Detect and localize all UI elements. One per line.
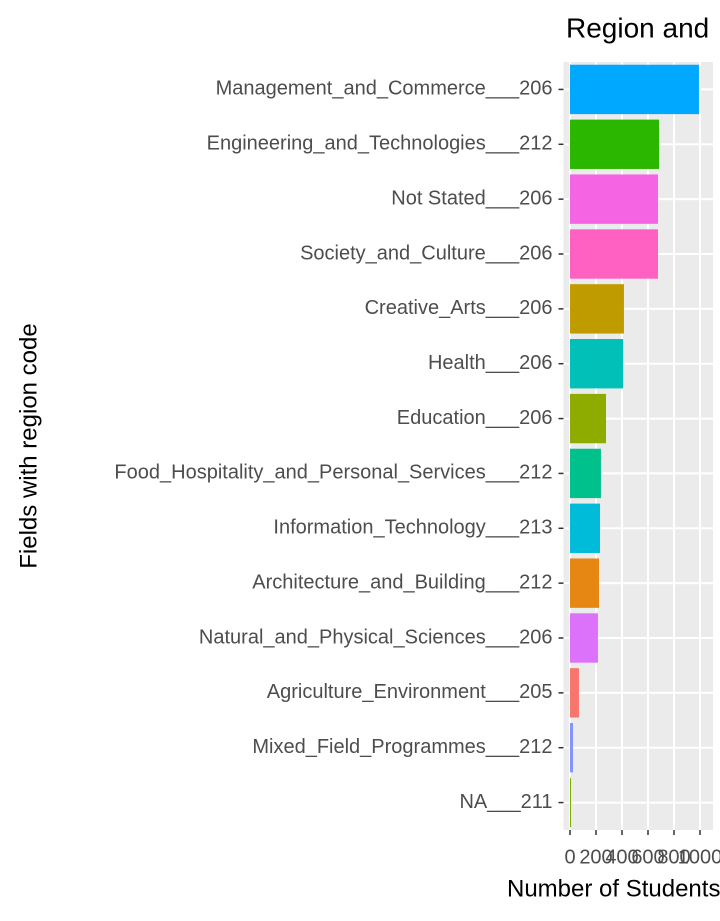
bar — [570, 668, 579, 718]
bar — [570, 448, 601, 499]
bar — [570, 284, 624, 334]
bar — [570, 723, 573, 773]
y-tick-label: Education___206 — [397, 407, 553, 429]
x-tick-label: 800 — [657, 846, 690, 868]
x-tick-label: 600 — [631, 846, 664, 868]
y-tick-label: Creative_Arts___206 — [365, 297, 553, 319]
bar — [570, 777, 572, 828]
x-tick-label: 200 — [579, 846, 612, 868]
bar — [570, 558, 599, 608]
y-tick-label: Food_Hospitality_and_Personal_Services__… — [114, 462, 552, 484]
y-tick-label: Natural_and_Physical_Sciences___206 — [199, 626, 553, 648]
y-tick-label: NA___211 — [459, 791, 552, 813]
bar — [570, 339, 624, 389]
y-tick-label: Engineering_and_Technologies___212 — [207, 133, 553, 155]
y-tick-label: Society_and_Culture___206 — [300, 242, 552, 264]
y-tick-label: Agriculture_Environment___205 — [267, 681, 553, 703]
x-axis-title: Number of Students — [507, 875, 720, 902]
chart-title: Region and — [566, 12, 709, 43]
bar — [570, 613, 598, 663]
bar — [570, 119, 660, 169]
y-tick-label: Not Stated___206 — [391, 187, 552, 209]
y-tick-label: Health___206 — [428, 352, 553, 374]
y-tick-label: Management_and_Commerce___206 — [216, 78, 553, 100]
x-tick-label: 400 — [605, 846, 638, 868]
bar — [570, 64, 699, 115]
bar — [570, 393, 607, 444]
bar — [570, 174, 659, 224]
y-tick-label: Architecture_and_Building___212 — [252, 571, 552, 593]
y-axis-title: Fields with region code — [15, 323, 42, 568]
bar — [570, 229, 659, 279]
bar — [570, 503, 601, 553]
y-tick-label: Mixed_Field_Programmes___212 — [252, 736, 552, 758]
x-tick-label: 0 — [564, 846, 575, 868]
y-tick-label: Information_Technology___213 — [273, 517, 552, 539]
x-tick-label: 1000 — [678, 846, 720, 868]
